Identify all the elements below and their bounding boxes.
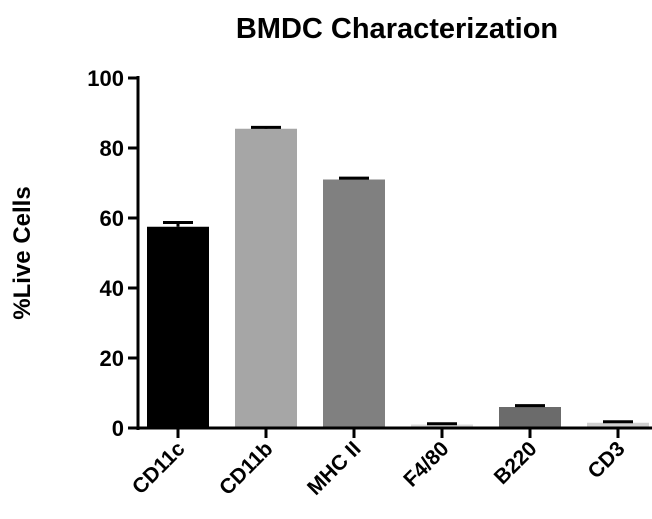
x-tick-label: CD11b [215, 437, 277, 499]
y-tick-label: 20 [100, 346, 124, 371]
y-tick-label: 80 [100, 136, 124, 161]
bar [411, 424, 473, 428]
y-tick-label: 60 [100, 206, 124, 231]
x-tick-label: F4/80 [399, 437, 453, 491]
bar [235, 128, 297, 428]
bars [147, 125, 649, 428]
y-tick-label: 40 [100, 276, 124, 301]
bar [499, 407, 561, 428]
x-tick-label: MHC II [303, 437, 365, 499]
chart-title: BMDC Characterization [236, 13, 558, 45]
y-tick-label: 100 [87, 66, 124, 91]
bar [147, 226, 209, 428]
y-axis: 0 20 40 60 80 100 [87, 66, 140, 441]
bar [587, 422, 649, 428]
bar [323, 179, 385, 428]
y-axis-label: %Live Cells [9, 186, 36, 319]
x-tick-label: CD11c [128, 437, 190, 499]
x-axis: CD11c CD11b MHC II F4/80 B220 CD3 [128, 426, 652, 500]
y-tick-label: 0 [112, 416, 124, 441]
x-tick-label: CD3 [584, 437, 630, 483]
x-tick-label: B220 [490, 437, 542, 489]
